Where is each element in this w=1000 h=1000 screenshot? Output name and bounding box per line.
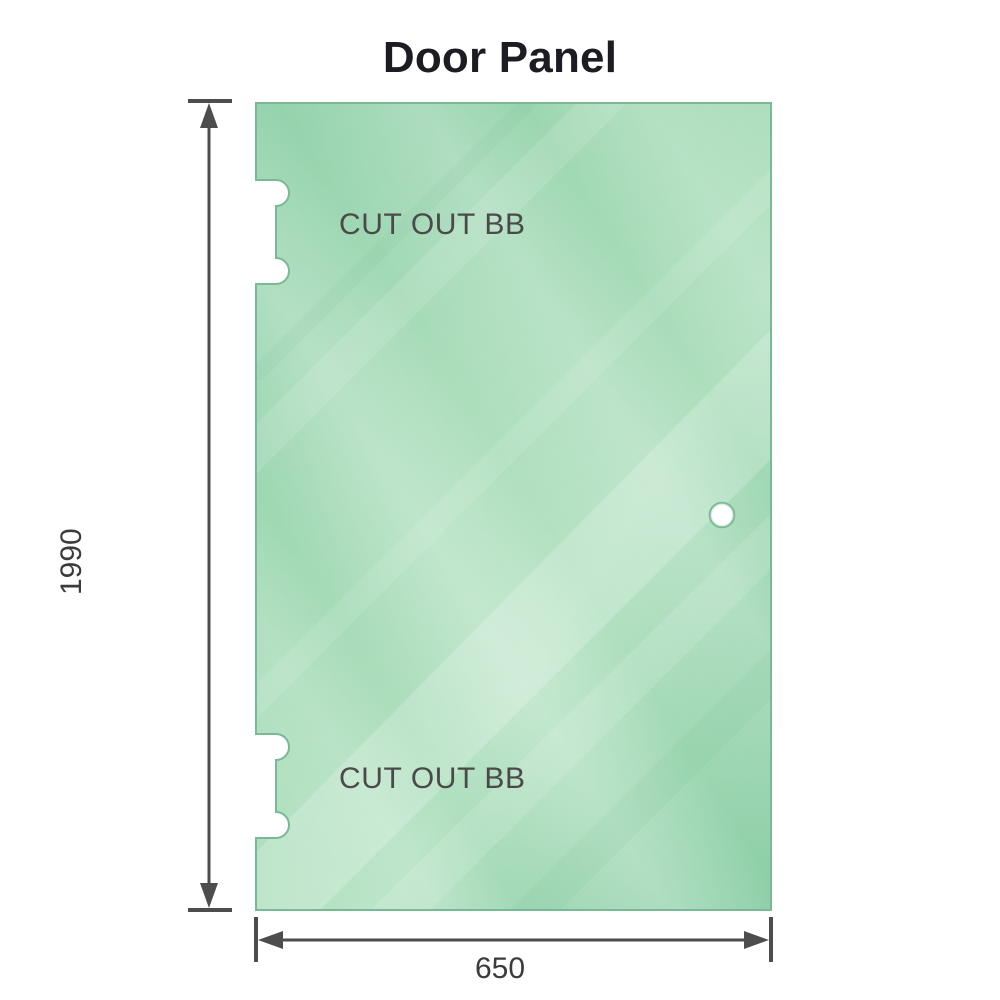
arrow-down-icon <box>200 883 218 908</box>
arrow-right-icon <box>744 931 769 949</box>
dimension-height-label: 1990 <box>55 528 88 595</box>
dimension-width <box>254 917 773 962</box>
cutout-top-label: CUT OUT BB <box>339 208 526 241</box>
glass-panel-outline <box>255 102 772 911</box>
dimension-width-label: 650 <box>474 952 526 985</box>
cutout-bottom-label: CUT OUT BB <box>339 762 526 795</box>
dimension-height <box>188 99 232 912</box>
page-title: Door Panel <box>382 33 618 82</box>
handle-hole <box>708 501 736 529</box>
arrow-left-icon <box>258 931 283 949</box>
glass-sheen-light <box>256 103 771 910</box>
arrow-up-icon <box>200 103 218 128</box>
glass-diagonal-bands <box>256 103 771 910</box>
glass-panel-group <box>256 103 771 910</box>
